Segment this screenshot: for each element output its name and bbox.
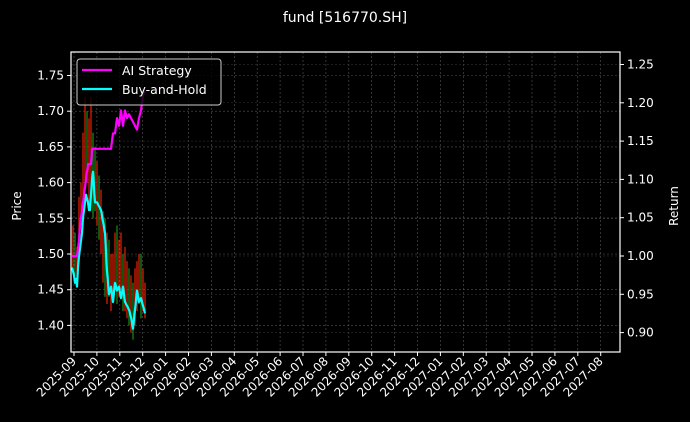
y-right-tick-label: 1.25	[627, 58, 654, 72]
y-left-tick-label: 1.60	[37, 176, 64, 190]
y-left-tick-label: 1.40	[37, 318, 64, 332]
y-right-tick-label: 1.10	[627, 172, 654, 186]
y-left-tick-label: 1.45	[37, 283, 64, 297]
y-left-tick-label: 1.70	[37, 104, 64, 118]
y-right-tick-label: 1.15	[627, 134, 654, 148]
legend-box	[76, 58, 222, 106]
y-axis-left-label: Price	[10, 191, 24, 220]
ai-strategy-line	[72, 90, 146, 258]
y-axis-right-ticks: 0.90 0.95 1.00 1.05 1.10 1.15 1.20 1.25	[620, 58, 654, 340]
buy-and-hold-line	[70, 170, 147, 330]
y-right-tick-label: 0.90	[627, 326, 654, 340]
legend-label-buy-and-hold: Buy-and-Hold	[122, 82, 207, 97]
y-right-tick-label: 0.95	[627, 287, 654, 301]
y-right-tick-label: 1.00	[627, 249, 654, 263]
y-left-tick-label: 1.50	[37, 247, 64, 261]
legend-label-ai-strategy: AI Strategy	[122, 63, 192, 78]
y-axis-left-ticks: 1.40 1.45 1.50 1.55 1.60 1.65 1.70 1.75	[37, 69, 71, 332]
y-left-tick-label: 1.55	[37, 211, 64, 225]
chart-title: fund [516770.SH]	[283, 10, 407, 26]
y-right-tick-label: 1.05	[627, 211, 654, 225]
y-left-tick-label: 1.75	[37, 69, 64, 83]
line-series	[70, 90, 147, 330]
plot-frame	[70, 51, 621, 353]
y-right-tick-label: 1.20	[627, 96, 654, 110]
legend: AI Strategy Buy-and-Hold	[76, 58, 222, 106]
y-axis-right-label: Return	[667, 186, 681, 226]
y-left-tick-label: 1.65	[37, 140, 64, 154]
